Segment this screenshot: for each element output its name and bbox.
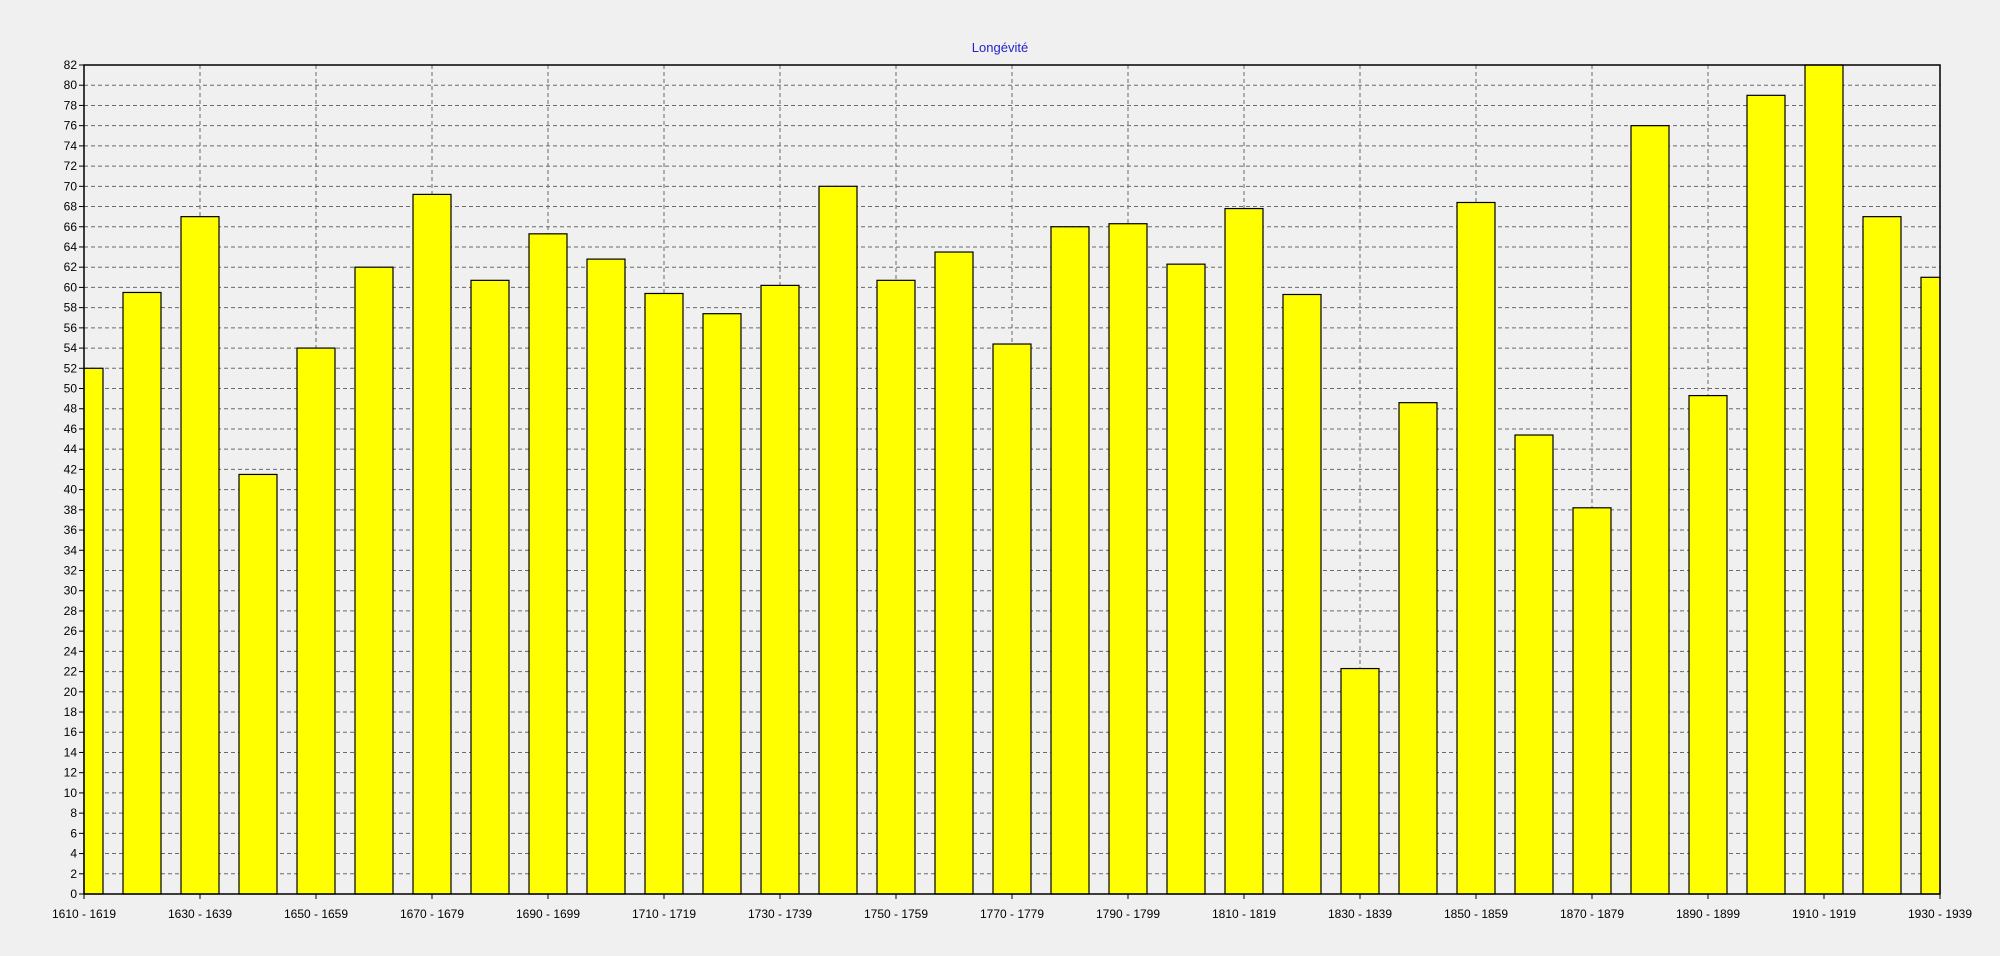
y-tick-label: 26 — [64, 624, 78, 638]
x-tick-label: 1630 - 1639 — [168, 907, 232, 921]
y-tick-label: 80 — [64, 78, 78, 92]
bar — [1398, 402, 1438, 895]
y-tick-label: 50 — [64, 382, 78, 396]
bar — [1282, 293, 1322, 895]
x-tick-label: 1850 - 1859 — [1444, 907, 1508, 921]
x-tick-label: 1810 - 1819 — [1212, 907, 1276, 921]
bar — [702, 313, 742, 895]
y-tick-label: 82 — [64, 58, 78, 72]
bar — [818, 185, 858, 895]
y-tick-label: 0 — [70, 887, 77, 901]
y-tick-label: 32 — [64, 563, 78, 577]
bar — [1920, 276, 1941, 895]
bar — [83, 367, 104, 895]
bar — [1050, 226, 1090, 895]
y-tick-label: 58 — [64, 301, 78, 315]
y-tick-label: 76 — [64, 119, 78, 133]
y-tick-label: 40 — [64, 483, 78, 497]
x-tick-label: 1710 - 1719 — [632, 907, 696, 921]
y-tick-label: 14 — [64, 745, 78, 759]
x-tick-label: 1690 - 1699 — [516, 907, 580, 921]
bar — [354, 266, 394, 895]
y-tick-label: 70 — [64, 179, 78, 193]
y-tick-label: 44 — [64, 442, 78, 456]
x-tick-label: 1750 - 1759 — [864, 907, 928, 921]
y-tick-label: 12 — [64, 766, 78, 780]
y-tick-label: 54 — [64, 341, 78, 355]
bar — [760, 284, 800, 895]
bar — [1688, 394, 1728, 895]
y-tick-label: 74 — [64, 139, 78, 153]
y-tick-label: 62 — [64, 260, 78, 274]
y-tick-label: 28 — [64, 604, 78, 618]
bar — [122, 291, 162, 895]
y-tick-label: 38 — [64, 503, 78, 517]
y-tick-label: 10 — [64, 786, 78, 800]
x-tick-label: 1770 - 1779 — [980, 907, 1044, 921]
y-tick-label: 72 — [64, 159, 78, 173]
x-tick-label: 1890 - 1899 — [1676, 907, 1740, 921]
bar — [1340, 667, 1380, 895]
bar — [934, 251, 974, 895]
bar — [528, 233, 568, 895]
y-tick-label: 8 — [70, 806, 77, 820]
bar — [1862, 216, 1902, 895]
y-tick-label: 68 — [64, 200, 78, 214]
bars-layer — [83, 64, 1941, 895]
y-tick-label: 66 — [64, 220, 78, 234]
y-tick-label: 56 — [64, 321, 78, 335]
bar — [644, 292, 684, 895]
bar — [586, 258, 626, 895]
y-axis: 0246810121416182022242628303234363840424… — [64, 58, 84, 901]
x-tick-label: 1670 - 1679 — [400, 907, 464, 921]
y-tick-label: 52 — [64, 361, 78, 375]
y-tick-label: 36 — [64, 523, 78, 537]
bar — [1108, 223, 1148, 895]
bar — [1166, 263, 1206, 895]
x-tick-label: 1930 - 1939 — [1908, 907, 1972, 921]
y-tick-label: 2 — [70, 867, 77, 881]
bar — [238, 473, 278, 895]
bar — [1746, 94, 1786, 895]
x-tick-label: 1790 - 1799 — [1096, 907, 1160, 921]
bar — [1572, 507, 1612, 895]
bar — [1224, 207, 1264, 895]
bar — [470, 279, 510, 895]
bar — [1630, 125, 1670, 895]
y-tick-label: 46 — [64, 422, 78, 436]
y-tick-label: 64 — [64, 240, 78, 254]
y-tick-label: 42 — [64, 462, 78, 476]
bar — [1804, 64, 1844, 895]
bar — [1456, 201, 1496, 895]
x-tick-label: 1830 - 1839 — [1328, 907, 1392, 921]
y-tick-label: 60 — [64, 280, 78, 294]
y-tick-label: 30 — [64, 584, 78, 598]
y-tick-label: 16 — [64, 725, 78, 739]
y-tick-label: 18 — [64, 705, 78, 719]
bar — [296, 347, 336, 895]
bar — [876, 279, 916, 895]
x-tick-label: 1610 - 1619 — [52, 907, 116, 921]
y-tick-label: 22 — [64, 665, 78, 679]
bar — [180, 216, 220, 895]
y-tick-label: 20 — [64, 685, 78, 699]
chart-title: Longévité — [972, 40, 1028, 55]
bar — [412, 193, 452, 895]
y-tick-label: 6 — [70, 826, 77, 840]
y-tick-label: 24 — [64, 644, 78, 658]
x-tick-label: 1910 - 1919 — [1792, 907, 1856, 921]
bar — [992, 343, 1032, 895]
x-tick-label: 1870 - 1879 — [1560, 907, 1624, 921]
y-tick-label: 48 — [64, 402, 78, 416]
y-tick-label: 4 — [70, 847, 77, 861]
x-axis: 1610 - 1619 1630 - 1639 1650 - 1659 1670 - … — [52, 894, 1972, 921]
y-tick-label: 78 — [64, 98, 78, 112]
y-tick-label: 34 — [64, 543, 78, 557]
bar — [1514, 434, 1554, 895]
x-tick-label: 1730 - 1739 — [748, 907, 812, 921]
x-tick-label: 1650 - 1659 — [284, 907, 348, 921]
